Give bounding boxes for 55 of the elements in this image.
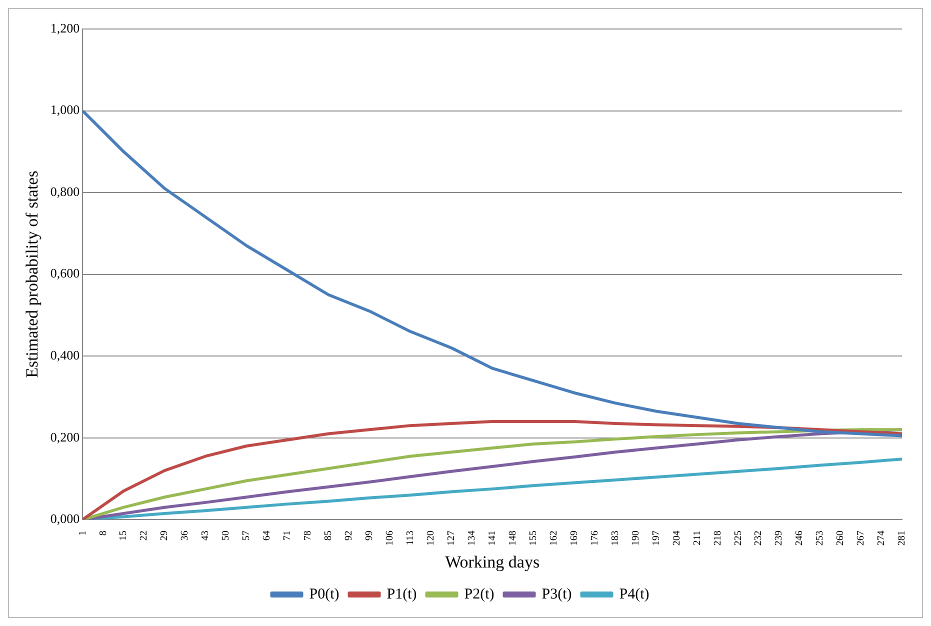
x-tick-label: 85 bbox=[323, 530, 334, 541]
x-tick-label: 64 bbox=[262, 530, 273, 541]
x-tick-label: 99 bbox=[364, 530, 376, 541]
x-tick-label: 267 bbox=[856, 530, 867, 546]
x-tick-label: 106 bbox=[384, 530, 396, 546]
x-tick-label: 36 bbox=[180, 530, 191, 541]
legend-label: P0(t) bbox=[309, 586, 340, 602]
x-tick-label: 127 bbox=[446, 530, 457, 546]
y-tick-label: 0,600 bbox=[50, 266, 80, 281]
x-tick-label: 113 bbox=[405, 530, 416, 546]
x-tick-label: 141 bbox=[486, 530, 498, 546]
x-tick-label: 211 bbox=[692, 530, 703, 546]
x-axis-title: Working days bbox=[445, 552, 540, 572]
legend-label: P1(t) bbox=[386, 586, 417, 602]
x-tick-label: 134 bbox=[466, 530, 478, 546]
x-tick-label: 57 bbox=[241, 530, 252, 541]
x-tick-label: 253 bbox=[814, 530, 826, 546]
x-tick-label: 162 bbox=[548, 530, 560, 546]
y-tick-label: 1,200 bbox=[50, 20, 80, 36]
y-tick-label: 0,800 bbox=[50, 184, 80, 199]
x-tick-label: 225 bbox=[732, 530, 744, 546]
y-tick-label: 0,400 bbox=[50, 347, 80, 362]
x-tick-label: 8 bbox=[98, 530, 109, 536]
x-tick-label: 71 bbox=[282, 530, 294, 541]
x-tick-label: 169 bbox=[568, 530, 580, 546]
x-tick-label: 29 bbox=[159, 530, 170, 541]
x-tick-label: 260 bbox=[835, 530, 846, 546]
x-tick-label: 281 bbox=[896, 530, 908, 546]
y-axis-title: Estimated probability of states bbox=[22, 170, 42, 378]
x-tick-label: 155 bbox=[528, 530, 539, 546]
x-tick-label: 204 bbox=[671, 530, 682, 546]
x-tick-label: 239 bbox=[774, 530, 785, 546]
x-tick-label: 1 bbox=[77, 530, 88, 536]
x-tick-label: 22 bbox=[138, 530, 150, 541]
x-tick-label: 15 bbox=[118, 530, 130, 541]
x-tick-label: 232 bbox=[753, 530, 764, 546]
x-tick-label: 78 bbox=[302, 530, 314, 541]
x-tick-label: 183 bbox=[610, 530, 621, 546]
x-tick-label: 274 bbox=[876, 530, 888, 546]
legend-label: P2(t) bbox=[464, 586, 494, 602]
x-tick-label: 148 bbox=[507, 530, 518, 546]
x-tick-label: 50 bbox=[220, 530, 232, 541]
y-tick-label: 1,000 bbox=[50, 102, 80, 118]
legend-label: P3(t) bbox=[542, 586, 572, 602]
y-tick-label: 0,000 bbox=[50, 511, 80, 526]
x-tick-label: 197 bbox=[650, 530, 662, 546]
x-tick-label: 190 bbox=[630, 530, 642, 546]
legend-label: P4(t) bbox=[619, 586, 650, 602]
y-tick-label: 0,200 bbox=[50, 429, 80, 444]
x-tick-label: 92 bbox=[344, 530, 355, 541]
x-tick-label: 43 bbox=[200, 530, 212, 541]
x-tick-label: 218 bbox=[712, 530, 724, 546]
x-tick-label: 176 bbox=[589, 530, 600, 546]
x-tick-label: 120 bbox=[426, 530, 436, 546]
x-tick-label: 246 bbox=[794, 530, 806, 546]
